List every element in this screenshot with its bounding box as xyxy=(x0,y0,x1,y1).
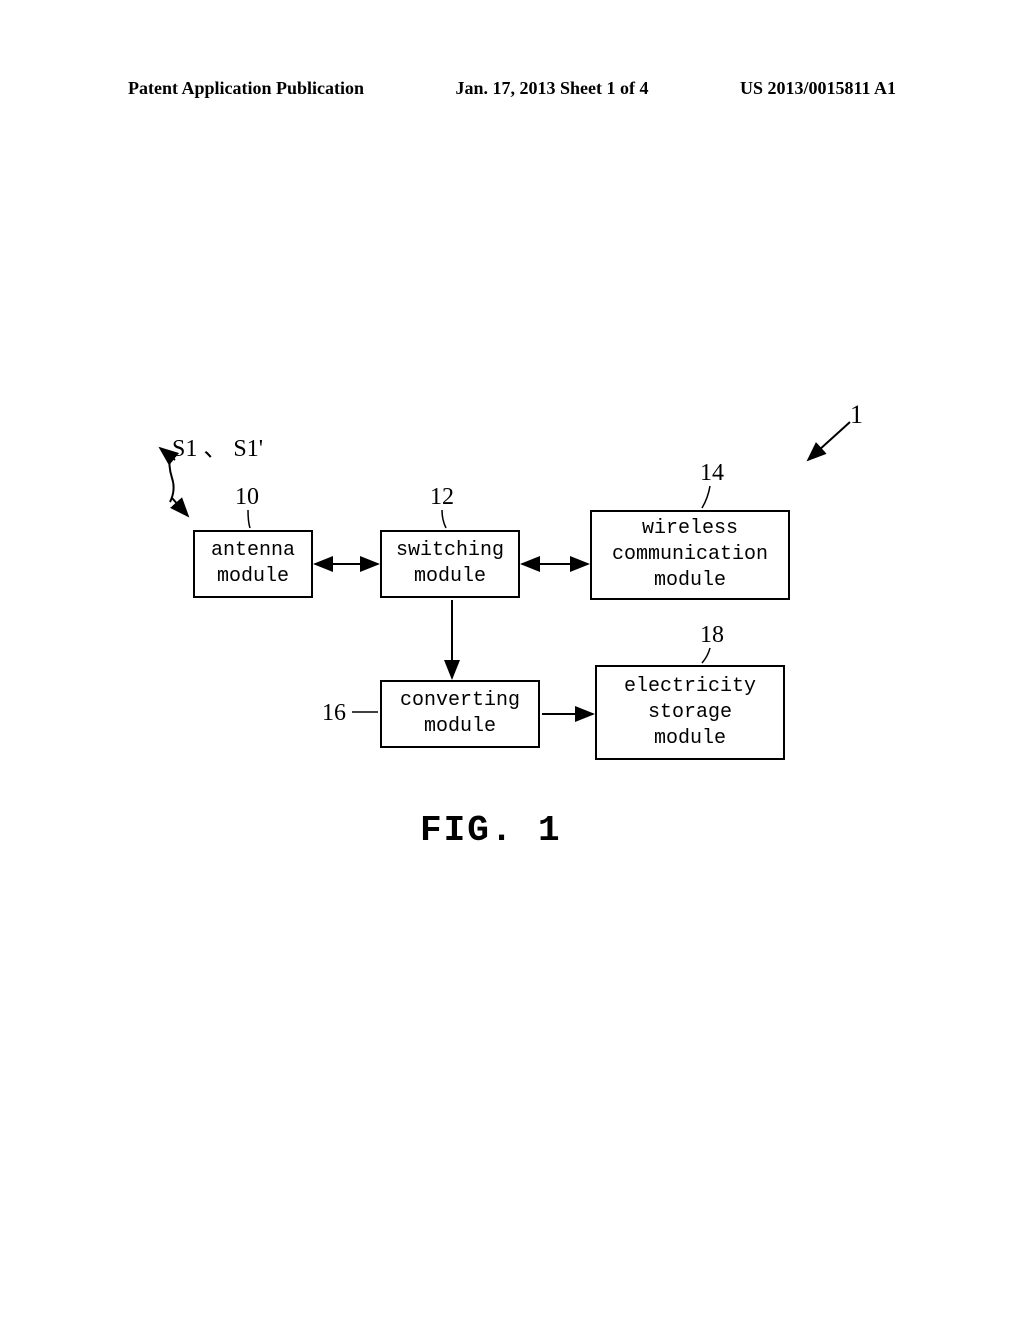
connectors-svg xyxy=(0,0,1024,1320)
box-storage-module: electricity storage module xyxy=(595,665,785,760)
box-converting-label: converting module xyxy=(400,688,520,740)
figure-caption: FIG. 1 xyxy=(420,810,562,851)
box-converting-module: converting module xyxy=(380,680,540,748)
label-ref-18: 18 xyxy=(700,622,724,649)
box-switching-module: switching module xyxy=(380,530,520,598)
box-antenna-module: antenna module xyxy=(193,530,313,598)
label-system-ref: 1 xyxy=(850,400,863,430)
diagram: antenna module switching module wireless… xyxy=(0,0,1024,1320)
box-antenna-label: antenna module xyxy=(211,538,295,590)
label-ref-12: 12 xyxy=(430,484,454,511)
label-ref-10: 10 xyxy=(235,484,259,511)
label-ref-16: 16 xyxy=(322,700,346,727)
box-storage-label: electricity storage module xyxy=(624,674,756,752)
box-wireless-label: wireless communication module xyxy=(612,516,768,594)
label-signal: S1 、 S1' xyxy=(172,428,263,463)
label-ref-14: 14 xyxy=(700,460,724,487)
box-switching-label: switching module xyxy=(396,538,504,590)
box-wireless-module: wireless communication module xyxy=(590,510,790,600)
